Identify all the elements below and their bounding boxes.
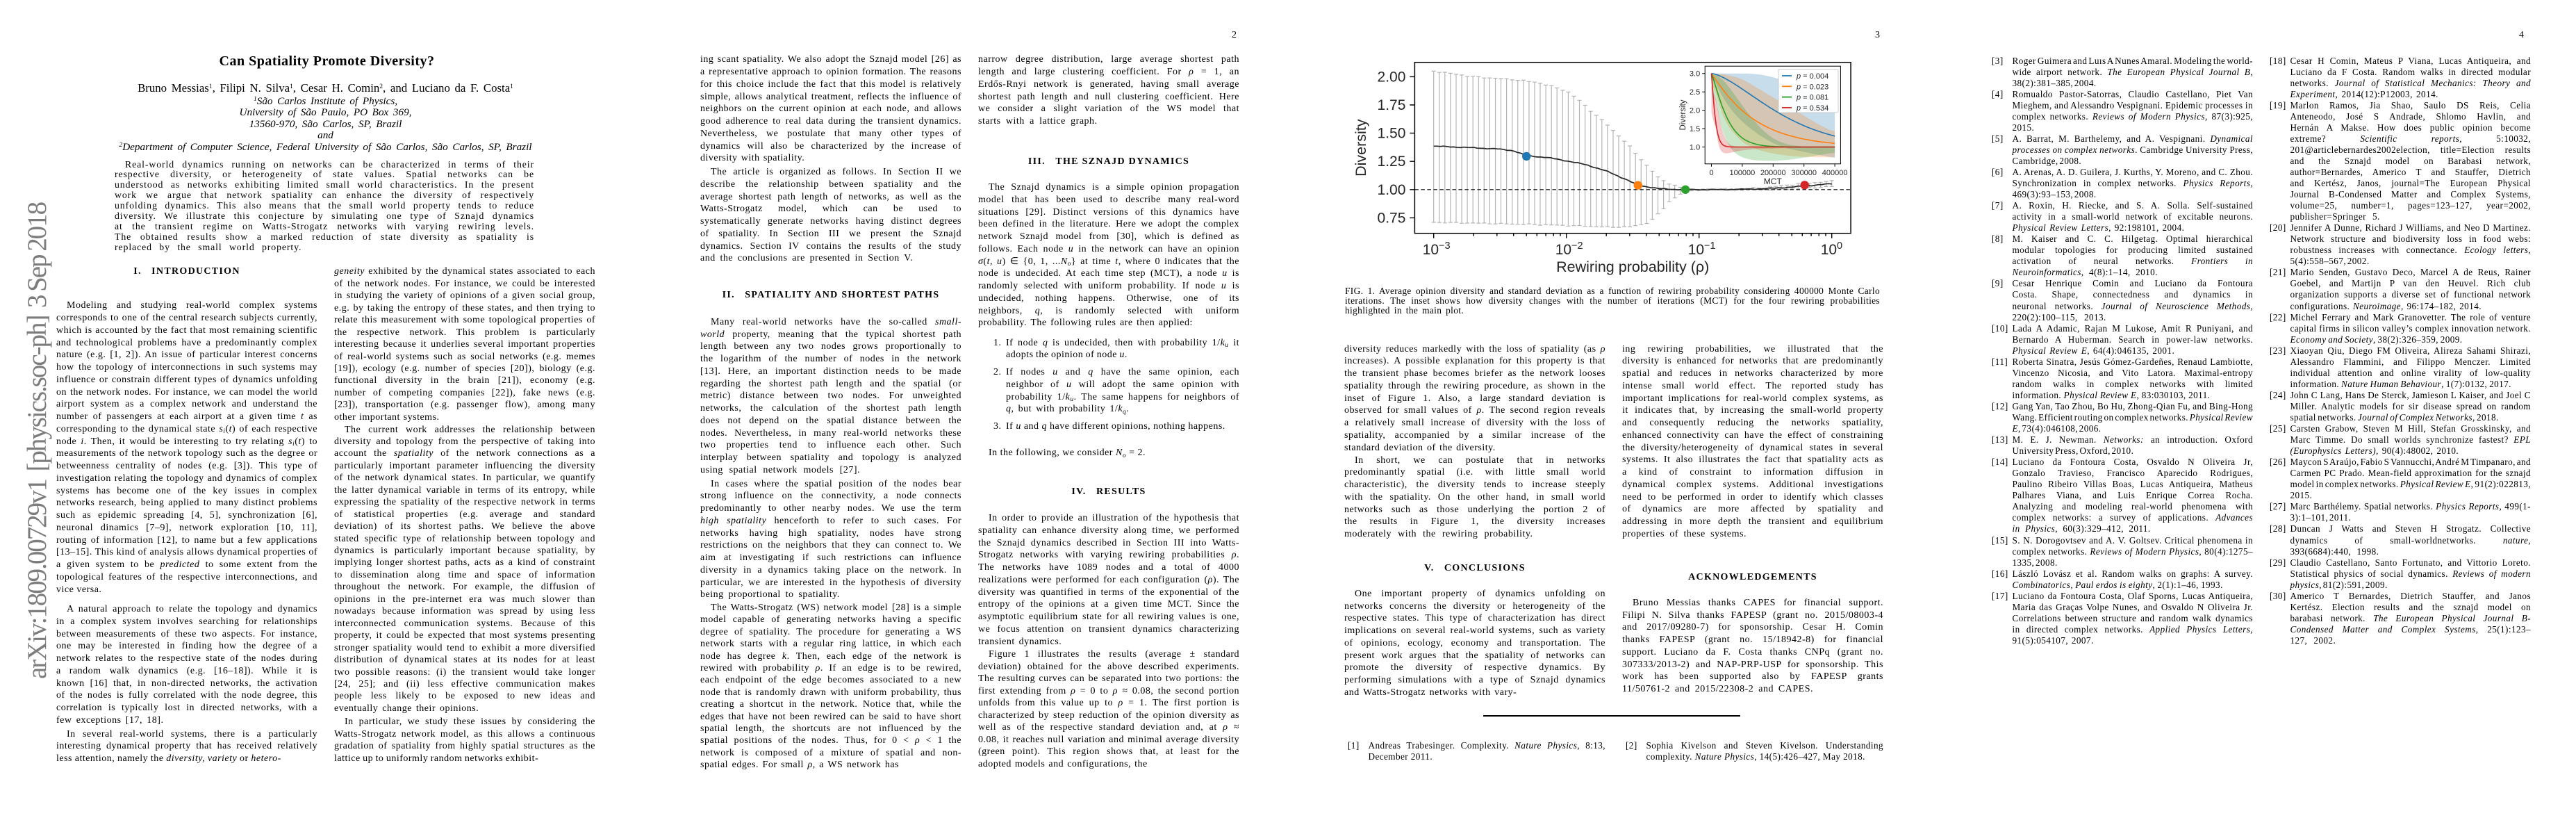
svg-text:Diversity: Diversity <box>1353 119 1369 177</box>
svg-text:Diversity: Diversity <box>1679 99 1687 130</box>
svg-text:Rewiring probability (ρ): Rewiring probability (ρ) <box>1556 259 1709 275</box>
svg-text:10−2: 10−2 <box>1555 240 1583 258</box>
svg-text:p = 0.004: p = 0.004 <box>1796 72 1828 81</box>
svg-text:2.5: 2.5 <box>1690 88 1700 97</box>
svg-text:3.0: 3.0 <box>1690 70 1700 79</box>
svg-text:1.75: 1.75 <box>1378 97 1406 113</box>
svg-text:p = 0.534: p = 0.534 <box>1796 104 1828 113</box>
svg-text:300000: 300000 <box>1791 169 1817 177</box>
svg-text:0.75: 0.75 <box>1378 210 1406 226</box>
svg-text:1.50: 1.50 <box>1378 126 1406 142</box>
svg-text:1.0: 1.0 <box>1690 144 1700 152</box>
svg-text:100: 100 <box>1821 240 1842 258</box>
svg-text:400000: 400000 <box>1822 169 1848 177</box>
svg-text:2.0: 2.0 <box>1690 107 1700 115</box>
svg-text:p = 0.023: p = 0.023 <box>1796 83 1828 91</box>
svg-text:200000: 200000 <box>1760 169 1786 177</box>
svg-text:1.25: 1.25 <box>1378 154 1406 170</box>
svg-text:10−3: 10−3 <box>1423 240 1451 258</box>
svg-text:1.00: 1.00 <box>1378 182 1406 198</box>
svg-text:0: 0 <box>1709 169 1713 177</box>
svg-text:100000: 100000 <box>1730 169 1756 177</box>
svg-text:p = 0.081: p = 0.081 <box>1796 94 1828 102</box>
svg-text:10−1: 10−1 <box>1688 240 1716 258</box>
svg-text:2.00: 2.00 <box>1378 69 1406 85</box>
svg-text:1.5: 1.5 <box>1690 125 1700 133</box>
svg-text:MCT: MCT <box>1764 177 1783 186</box>
